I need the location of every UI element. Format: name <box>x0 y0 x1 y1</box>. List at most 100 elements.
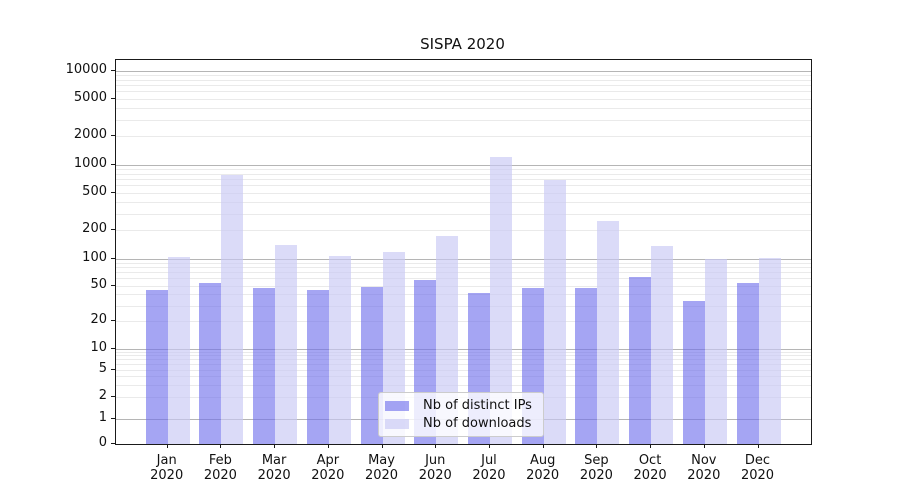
legend: Nb of distinct IPs Nb of downloads <box>378 392 544 437</box>
bar-sep-distinct-ips <box>575 288 598 444</box>
minor-gridline <box>116 213 811 215</box>
x-tick-mark <box>327 444 329 448</box>
minor-gridline <box>116 321 811 323</box>
y-tick-mark <box>111 229 115 231</box>
bar-may-distinct-ips <box>360 287 383 444</box>
x-tick-mark <box>435 444 437 448</box>
legend-item-downloads: Nb of downloads <box>385 416 535 431</box>
y-tick-mark <box>111 257 115 259</box>
major-gridline <box>116 348 811 350</box>
minor-gridline <box>116 262 811 264</box>
x-tick-label: Sep 2020 <box>579 453 613 483</box>
x-tick-label: Mar 2020 <box>257 453 291 483</box>
bar-nov-distinct-ips <box>682 300 705 444</box>
x-tick-label: Jul 2020 <box>472 453 506 483</box>
x-tick-label: Jan 2020 <box>150 453 184 483</box>
bar-jan-distinct-ips <box>145 289 168 444</box>
y-tick-mark <box>111 347 115 349</box>
minor-gridline <box>116 359 811 361</box>
minor-gridline <box>116 294 811 296</box>
x-tick-mark <box>703 444 705 448</box>
bar-mar-downloads <box>275 245 298 444</box>
y-tick-label: 2000 <box>73 127 107 143</box>
x-tick-mark <box>488 444 490 448</box>
y-tick-mark <box>111 191 115 193</box>
minor-gridline <box>116 98 811 100</box>
minor-gridline <box>116 369 811 371</box>
x-tick-label: Nov 2020 <box>687 453 721 483</box>
minor-gridline <box>116 305 811 307</box>
minor-gridline <box>116 355 811 357</box>
legend-item-distinct-ips: Nb of distinct IPs <box>385 398 535 413</box>
y-tick-label: 50 <box>90 276 107 292</box>
x-tick-label: Oct 2020 <box>633 453 667 483</box>
minor-gridline <box>116 278 811 280</box>
legend-label-downloads: Nb of downloads <box>423 416 532 431</box>
y-tick-mark <box>111 320 115 322</box>
y-tick-mark <box>111 284 115 286</box>
x-tick-label: Apr 2020 <box>311 453 345 483</box>
x-tick-label: Feb 2020 <box>203 453 237 483</box>
legend-swatch-downloads <box>385 418 409 429</box>
minor-gridline <box>116 168 811 170</box>
y-tick-label: 5000 <box>73 89 107 105</box>
bar-oct-distinct-ips <box>629 277 652 444</box>
x-tick-mark <box>381 444 383 448</box>
y-tick-label: 1 <box>98 409 107 425</box>
bar-aug-downloads <box>543 179 566 444</box>
minor-gridline <box>116 85 811 87</box>
minor-gridline <box>116 136 811 138</box>
x-tick-mark <box>596 444 598 448</box>
plot-area: Nb of distinct IPs Nb of downloads <box>115 59 812 445</box>
x-tick-mark <box>166 444 168 448</box>
legend-swatch-distinct-ips <box>385 400 409 411</box>
bar-jan-downloads <box>167 256 190 444</box>
x-tick-mark <box>274 444 276 448</box>
bar-jul-downloads <box>489 157 512 444</box>
chart-title: SISPA 2020 <box>420 35 505 53</box>
y-tick-mark <box>111 163 115 165</box>
x-tick-mark <box>650 444 652 448</box>
bar-feb-downloads <box>221 175 244 444</box>
bar-apr-distinct-ips <box>306 289 329 444</box>
major-gridline <box>116 70 811 72</box>
bar-oct-downloads <box>651 245 674 444</box>
bar-dec-distinct-ips <box>736 282 759 444</box>
minor-gridline <box>116 192 811 194</box>
x-tick-mark <box>220 444 222 448</box>
minor-gridline <box>116 285 811 287</box>
x-tick-label: Dec 2020 <box>740 453 775 483</box>
minor-gridline <box>116 272 811 274</box>
x-tick-mark <box>542 444 544 448</box>
minor-gridline <box>116 173 811 175</box>
x-tick-label: May 2020 <box>364 453 399 483</box>
y-tick-mark <box>111 368 115 370</box>
bar-apr-downloads <box>328 255 351 444</box>
minor-gridline <box>116 230 811 232</box>
bar-mar-distinct-ips <box>253 288 276 444</box>
y-tick-label: 2 <box>98 388 107 404</box>
y-tick-label: 10 <box>90 339 107 355</box>
minor-gridline <box>116 364 811 366</box>
y-tick-label: 20 <box>90 312 107 328</box>
y-tick-mark <box>111 417 115 419</box>
minor-gridline <box>116 185 811 187</box>
bar-jun-downloads <box>436 235 459 444</box>
y-tick-label: 10000 <box>65 61 107 77</box>
y-tick-label: 100 <box>82 249 107 265</box>
minor-gridline <box>116 179 811 181</box>
minor-gridline <box>116 107 811 109</box>
y-tick-label: 0 <box>98 435 107 450</box>
y-tick-mark <box>111 97 115 99</box>
legend-label-distinct-ips: Nb of distinct IPs <box>423 398 532 413</box>
y-tick-mark <box>111 135 115 137</box>
minor-gridline <box>116 74 811 76</box>
x-tick-mark <box>757 444 759 448</box>
minor-gridline <box>116 91 811 93</box>
minor-gridline <box>116 376 811 378</box>
y-tick-label: 200 <box>82 221 107 237</box>
x-tick-label: Jun 2020 <box>418 453 452 483</box>
bar-dec-downloads <box>758 257 781 444</box>
minor-gridline <box>116 385 811 387</box>
